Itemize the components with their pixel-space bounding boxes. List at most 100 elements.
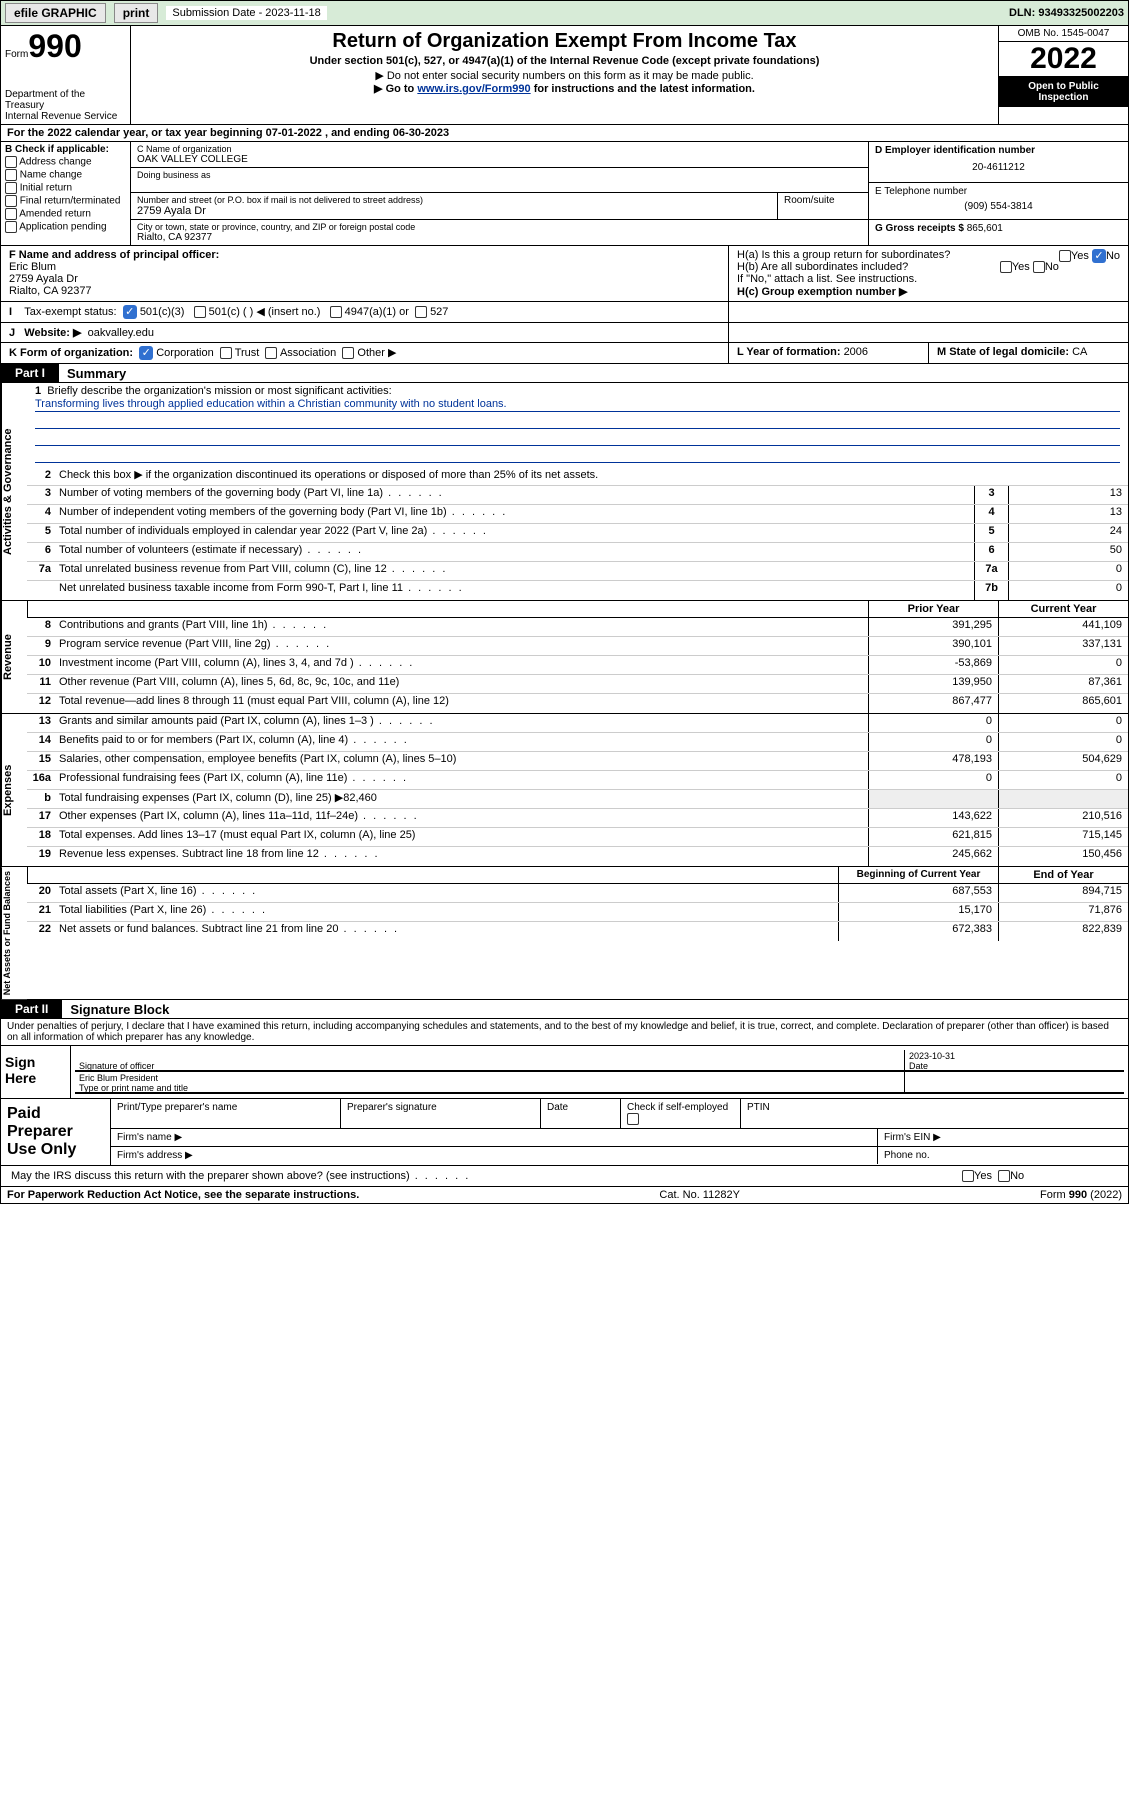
mission-blank2 <box>35 432 1120 446</box>
print-button[interactable]: print <box>114 3 159 23</box>
perjury-declaration: Under penalties of perjury, I declare th… <box>1 1019 1128 1045</box>
assoc-box[interactable] <box>265 347 277 359</box>
row-f-h: F Name and address of principal officer:… <box>0 246 1129 302</box>
line10-text: Investment income (Part VIII, column (A)… <box>55 656 868 670</box>
line15-text: Salaries, other compensation, employee b… <box>55 752 868 766</box>
ein-label: D Employer identification number <box>875 145 1122 156</box>
discuss-text: May the IRS discuss this return with the… <box>7 1169 962 1183</box>
line16a-text: Professional fundraising fees (Part IX, … <box>55 771 868 785</box>
vlabel-governance: Activities & Governance <box>1 383 27 600</box>
row-j-right <box>728 323 1128 342</box>
part1-header: Part I Summary <box>0 364 1129 383</box>
gross-receipts-box: G Gross receipts $ 865,601 <box>869 220 1128 237</box>
line10-curr: 0 <box>998 656 1128 674</box>
principal-officer: F Name and address of principal officer:… <box>1 246 728 301</box>
501c-box[interactable] <box>194 306 206 318</box>
501c3-checked[interactable]: ✓ <box>123 305 137 319</box>
typed-label: Type or print name and title <box>79 1083 188 1093</box>
check-name-change[interactable]: Name change <box>5 169 126 181</box>
dept-treasury: Department of the Treasury <box>5 89 126 111</box>
line20-begin: 687,553 <box>838 884 998 902</box>
officer-sig-line[interactable]: Signature of officer 2023-10-31Date <box>75 1050 1124 1072</box>
vlabel-revenue: Revenue <box>1 601 27 713</box>
hdr-beginning-year: Beginning of Current Year <box>838 867 998 883</box>
room-suite-label: Room/suite <box>778 193 868 219</box>
line5-value: 24 <box>1008 524 1128 542</box>
prep-name-label: Print/Type preparer's name <box>111 1099 341 1128</box>
prep-date-label: Date <box>541 1099 621 1128</box>
top-toolbar: efile GRAPHIC print Submission Date - 20… <box>0 0 1129 26</box>
open-public-1: Open to Public <box>1003 81 1124 92</box>
sign-here-label: Sign Here <box>1 1046 71 1098</box>
row-a-mid: , and ending <box>325 127 393 139</box>
officer-addr: 2759 Ayala Dr <box>9 273 720 285</box>
typed-name-line: Eric Blum PresidentType or print name an… <box>75 1072 1124 1094</box>
4947-box[interactable] <box>330 306 342 318</box>
ha-no-checked[interactable]: ✓ <box>1092 249 1106 263</box>
city-row: City or town, state or province, country… <box>131 220 868 245</box>
col-d-ein-phone: D Employer identification number 20-4611… <box>868 142 1128 245</box>
year-box: OMB No. 1545-0047 2022 Open to Public In… <box>998 26 1128 124</box>
hb-no-box[interactable] <box>1033 261 1045 273</box>
line21-end: 71,876 <box>998 903 1128 921</box>
irs-link[interactable]: www.irs.gov/Form990 <box>417 83 530 95</box>
hb-yes-box[interactable] <box>1000 261 1012 273</box>
check-application-pending[interactable]: Application pending <box>5 221 126 233</box>
row-k-label: K Form of organization: <box>9 347 133 359</box>
form-title: Return of Organization Exempt From Incom… <box>137 30 992 53</box>
tax-year-end: 06-30-2023 <box>393 127 449 139</box>
line19-prior: 245,662 <box>868 847 998 866</box>
other-box[interactable] <box>342 347 354 359</box>
group-return-box: H(a) Is this a group return for subordin… <box>728 246 1128 301</box>
corp-checked[interactable]: ✓ <box>139 346 153 360</box>
open-public: Open to Public Inspection <box>999 77 1128 107</box>
row-a-tax-year: For the 2022 calendar year, or tax year … <box>0 125 1129 142</box>
discuss-yes-box[interactable] <box>962 1170 974 1182</box>
prep-check-label[interactable]: Check if self-employed <box>621 1099 741 1128</box>
trust-box[interactable] <box>220 347 232 359</box>
ha-yes-box[interactable] <box>1059 250 1071 262</box>
line16b-text: Total fundraising expenses (Part IX, col… <box>55 790 868 805</box>
check-final-return[interactable]: Final return/terminated <box>5 195 126 207</box>
tax-year: 2022 <box>999 42 1128 77</box>
line4-text: Number of independent voting members of … <box>55 505 974 519</box>
efile-button[interactable]: efile GRAPHIC <box>5 3 106 23</box>
dept-irs: Internal Revenue Service <box>5 111 126 122</box>
line13-curr: 0 <box>998 714 1128 732</box>
line12-text: Total revenue—add lines 8 through 11 (mu… <box>55 694 868 708</box>
mission-blank3 <box>35 449 1120 463</box>
check-initial-return[interactable]: Initial return <box>5 182 126 194</box>
ha-text: H(a) Is this a group return for subordin… <box>737 249 950 261</box>
hb2-line: If "No," attach a list. See instructions… <box>737 273 1120 285</box>
mission-text: Transforming lives through applied educa… <box>35 398 1120 412</box>
submission-date: Submission Date - 2023-11-18 <box>166 6 326 20</box>
row-a-text: For the 2022 calendar year, or tax year … <box>7 127 266 139</box>
mission-blank1 <box>35 415 1120 429</box>
firm-phone-label: Phone no. <box>878 1147 1128 1164</box>
section-governance: Activities & Governance 1 Briefly descri… <box>0 383 1129 601</box>
check-address-change[interactable]: Address change <box>5 156 126 168</box>
line22-begin: 672,383 <box>838 922 998 941</box>
discuss-no-box[interactable] <box>998 1170 1010 1182</box>
line16a-prior: 0 <box>868 771 998 789</box>
goto-prefix: ▶ Go to <box>374 83 417 95</box>
footer-mid: Cat. No. 11282Y <box>659 1189 740 1201</box>
website-label: Website: ▶ <box>24 327 81 339</box>
signature-block: Under penalties of perjury, I declare th… <box>0 1019 1129 1187</box>
hdr-prior-year: Prior Year <box>868 601 998 617</box>
sign-here-row: Sign Here Signature of officer 2023-10-3… <box>1 1045 1128 1098</box>
check-amended-return[interactable]: Amended return <box>5 208 126 220</box>
submission-date-value: 2023-11-18 <box>265 7 320 19</box>
paid-preparer-label: Paid Preparer Use Only <box>1 1099 111 1165</box>
527-box[interactable] <box>415 306 427 318</box>
line7a-value: 0 <box>1008 562 1128 580</box>
phone-value: (909) 554-3814 <box>875 197 1122 216</box>
hb-text: H(b) Are all subordinates included? <box>737 261 908 273</box>
line13-prior: 0 <box>868 714 998 732</box>
footer-left: For Paperwork Reduction Act Notice, see … <box>7 1189 359 1201</box>
hdr-current-year: Current Year <box>998 601 1128 617</box>
line21-text: Total liabilities (Part X, line 26) <box>55 903 838 917</box>
open-public-2: Inspection <box>1003 92 1124 103</box>
row-m-value: CA <box>1072 346 1087 358</box>
form-word: Form <box>5 49 28 60</box>
